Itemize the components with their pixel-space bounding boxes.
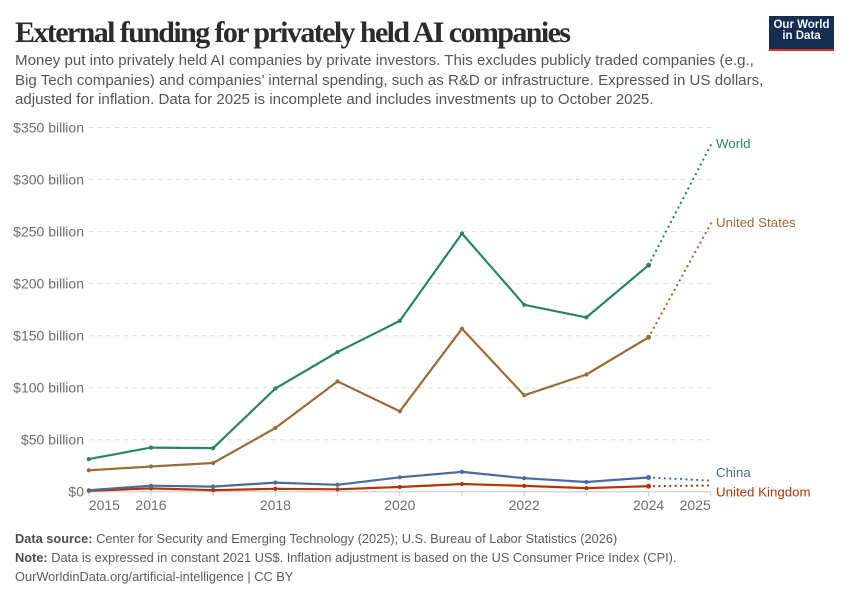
svg-text:2025: 2025 [680,497,711,513]
svg-text:World: World [716,136,750,151]
svg-text:$250 billion: $250 billion [13,223,84,239]
svg-text:2018: 2018 [260,497,291,513]
svg-text:2016: 2016 [135,497,166,513]
svg-text:$350 billion: $350 billion [13,119,84,135]
svg-text:$300 billion: $300 billion [13,171,84,187]
svg-text:$150 billion: $150 billion [13,328,84,344]
svg-text:2015: 2015 [89,497,120,513]
svg-text:2024: 2024 [633,497,664,513]
svg-text:$50 billion: $50 billion [21,432,84,448]
svg-text:$200 billion: $200 billion [13,275,84,291]
svg-text:$100 billion: $100 billion [13,380,84,396]
svg-text:United States: United States [716,215,796,230]
svg-text:2020: 2020 [384,497,415,513]
svg-text:$0: $0 [68,484,84,500]
svg-text:2022: 2022 [509,497,540,513]
svg-text:United Kingdom: United Kingdom [716,484,811,499]
svg-text:China: China [716,465,751,480]
